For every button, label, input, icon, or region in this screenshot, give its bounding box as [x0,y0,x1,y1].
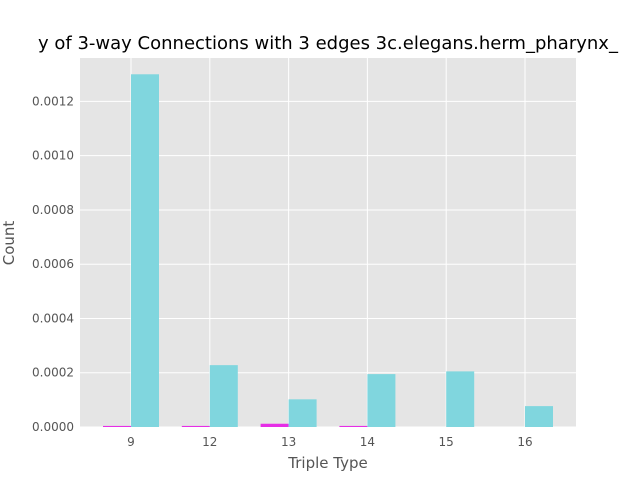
x-tick-labels: 9 12 13 14 15 16 [127,435,532,449]
x-tick-label: 14 [360,435,375,449]
y-tick-label: 0.0000 [32,420,74,434]
bar-series-2-14 [367,374,396,427]
bar-series-2-9 [131,74,159,427]
x-tick-label: 13 [281,435,296,449]
y-tick-label: 0.0008 [32,203,74,217]
y-tick-label: 0.0002 [32,366,74,380]
bars [103,74,553,427]
bar-series-1-9 [103,425,131,427]
bar-series-1-13 [260,423,289,427]
x-axis-label: Triple Type [287,454,367,472]
x-tick-label: 9 [127,435,135,449]
bar-series-2-16 [525,406,553,427]
y-tick-label: 0.0012 [32,94,74,108]
bar-series-2-15 [446,371,475,427]
y-tick-label: 0.0006 [32,257,74,271]
bar-series-1-12 [181,425,210,427]
x-tick-label: 12 [202,435,217,449]
bar-series-2-13 [288,399,317,427]
y-axis-label: Count [0,221,18,266]
y-tick-labels: 0.0000 0.0002 0.0004 0.0006 0.0008 0.0010 0.00… [32,94,74,434]
bar-series-1-14 [339,425,368,427]
bar-series-2-12 [209,365,238,427]
chart-title: y of 3-way Connections with 3 edges 3c.e… [38,33,619,54]
x-tick-label: 15 [439,435,454,449]
plot-background [80,58,576,427]
y-tick-label: 0.0004 [32,311,74,325]
y-tick-label: 0.0010 [32,149,74,163]
x-tick-label: 16 [517,435,532,449]
